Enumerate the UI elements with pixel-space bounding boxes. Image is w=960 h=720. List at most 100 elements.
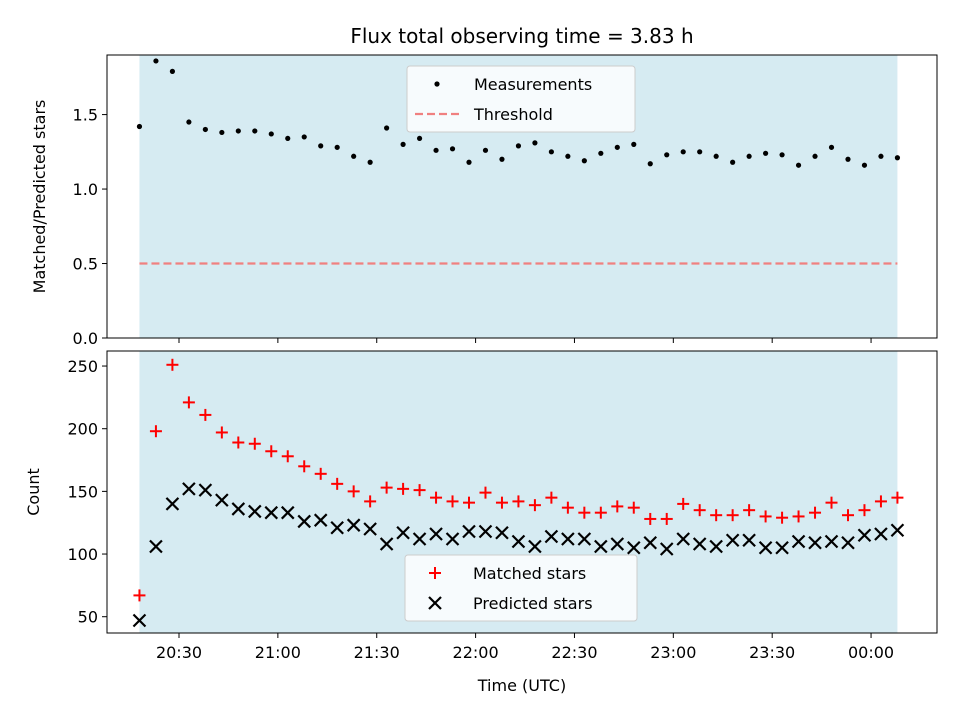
predicted-star-point	[594, 539, 608, 554]
predicted-star-point	[313, 513, 328, 527]
matched-star-point	[199, 408, 212, 421]
matched-star-point	[726, 509, 739, 522]
legend-measurements-label: Measurements	[474, 75, 592, 94]
measurement-point	[367, 159, 373, 165]
legend-measurements-marker	[434, 81, 440, 87]
predicted-star-point	[165, 497, 180, 511]
measurement-point	[334, 144, 340, 150]
y-axis-label: Count	[24, 468, 43, 516]
y-tick-label: 50	[78, 608, 98, 627]
measurement-point	[812, 153, 818, 159]
predicted-star-point	[692, 537, 707, 551]
predicted-star-point	[264, 505, 279, 520]
matched-star-point	[759, 510, 772, 523]
predicted-star-point	[791, 534, 806, 549]
x-tick-label: 23:00	[650, 643, 696, 662]
predicted-star-point	[890, 523, 905, 538]
predicted-star-point	[610, 537, 625, 551]
measurement-point	[219, 129, 225, 136]
matched-star-point	[792, 510, 805, 523]
predicted-star-point	[544, 529, 559, 544]
measurement-point	[235, 128, 241, 134]
count-legend: Matched stars Predicted stars	[404, 554, 638, 622]
measurement-point	[713, 153, 719, 159]
predicted-star-point	[775, 540, 789, 555]
x-tick-label: 23:30	[749, 643, 795, 662]
predicted-star-point	[429, 527, 443, 541]
predicted-star-point	[709, 539, 723, 554]
measurement-point	[565, 153, 571, 159]
x-tick-label: 21:30	[354, 643, 400, 662]
matched-star-point	[298, 460, 311, 473]
predicted-star-point	[874, 527, 888, 541]
predicted-star-point	[231, 502, 246, 516]
measurement-point	[631, 141, 637, 147]
predicted-star-point	[248, 504, 262, 519]
measurement-point	[466, 159, 472, 165]
predicted-star-point	[379, 537, 394, 551]
predicted-star-point	[198, 483, 213, 497]
predicted-star-point	[511, 534, 526, 549]
x-tick-label: 22:00	[453, 643, 499, 662]
measurement-point	[548, 149, 554, 155]
measurement-point	[449, 146, 456, 152]
predicted-star-point	[363, 522, 377, 536]
measurement-point	[285, 135, 291, 142]
predicted-star-point	[132, 613, 147, 628]
matched-star-point	[891, 491, 904, 504]
measurement-point	[515, 143, 522, 149]
measurement-point	[400, 141, 406, 147]
measurement-point	[482, 147, 489, 153]
x-axis-label: Time (UTC)	[477, 676, 566, 695]
ratio-legend-frame	[406, 65, 636, 133]
measurement-point	[186, 119, 192, 125]
matched-star-point	[265, 445, 278, 458]
matched-star-point	[430, 491, 443, 504]
measurement-point	[845, 156, 851, 162]
matched-star-point	[380, 481, 393, 494]
predicted-star-point	[627, 540, 641, 555]
y-axis-label: Matched/Predicted stars	[30, 100, 49, 294]
measurement-point	[318, 143, 324, 149]
measurement-point	[779, 152, 785, 158]
matched-star-point	[660, 512, 673, 525]
ratio-legend: Measurements Threshold	[406, 65, 636, 133]
measurement-point	[301, 134, 307, 140]
predicted-star-point	[857, 528, 872, 543]
axes-frame	[106, 54, 938, 339]
measurement-point	[894, 155, 901, 161]
x-tick-label: 21:00	[255, 643, 301, 662]
x-tick-label: 00:00	[848, 643, 894, 662]
count-legend-frame	[404, 554, 638, 622]
measurement-point	[416, 135, 423, 142]
predicted-star-point	[742, 533, 756, 548]
predicted-star-point	[297, 514, 312, 529]
matched-star-point	[561, 501, 574, 514]
measurement-point	[730, 159, 736, 165]
matched-star-point	[248, 437, 261, 450]
matched-star-point	[364, 495, 377, 508]
matched-star-point	[182, 396, 195, 409]
measurement-point	[697, 149, 703, 155]
matched-star-point	[397, 482, 410, 495]
measurement-point	[169, 68, 176, 74]
predicted-star-point	[346, 518, 361, 532]
matched-star-point	[594, 506, 607, 519]
matched-star-point	[693, 504, 706, 517]
predicted-star-point	[495, 525, 509, 540]
matched-star-point	[809, 506, 822, 519]
measurement-point	[614, 144, 620, 150]
matched-star-point	[281, 450, 294, 463]
matched-star-point	[133, 589, 146, 602]
matched-star-point	[627, 501, 640, 514]
legend-predicted-marker	[428, 596, 442, 610]
measurement-point	[499, 156, 505, 162]
matched-star-point	[413, 484, 426, 497]
predicted-star-point	[725, 533, 740, 548]
predicted-star-point	[676, 532, 690, 546]
matched-star-point	[512, 495, 525, 508]
matched-star-point	[578, 506, 591, 519]
predicted-star-point	[330, 520, 344, 535]
legend-matched-marker	[429, 567, 441, 579]
